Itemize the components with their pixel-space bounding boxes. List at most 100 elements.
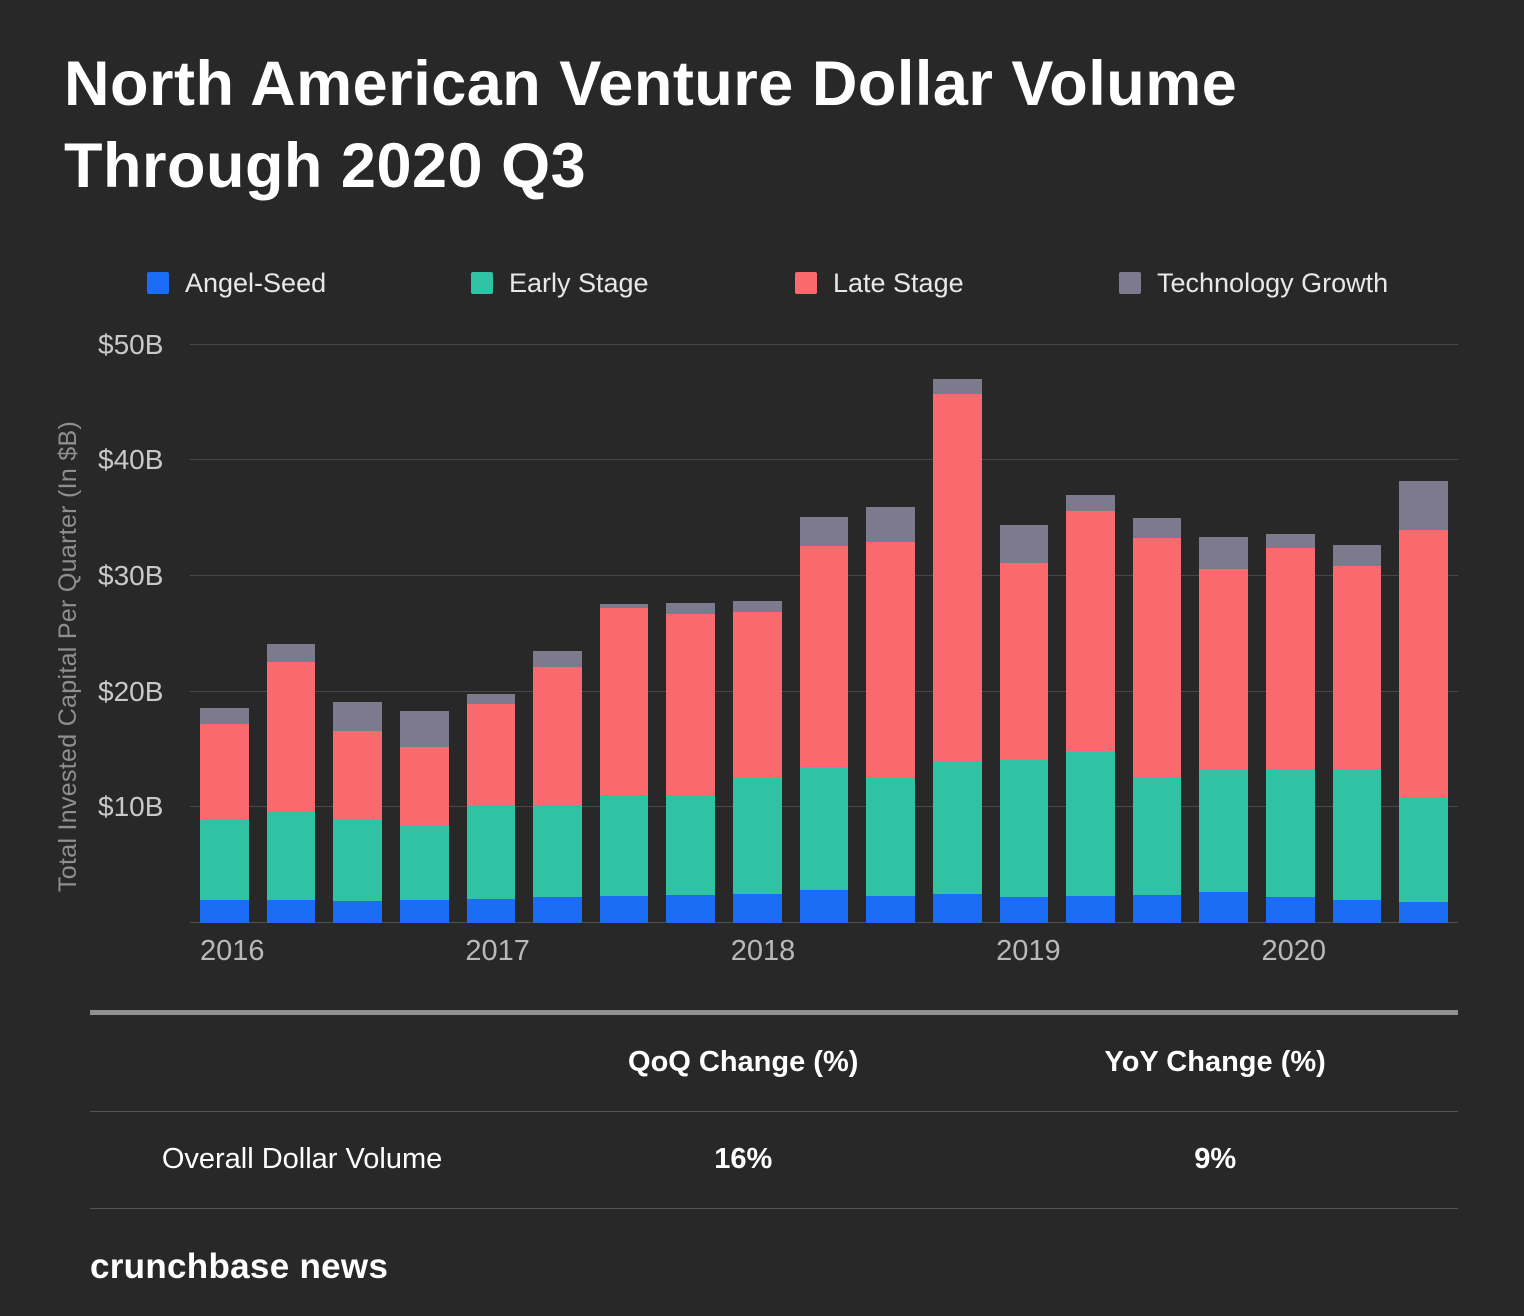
plot-area: $10B $20B $30B $40B $50B <box>98 329 1458 923</box>
bar-segment-late-stage <box>333 730 382 819</box>
bar-segment-technology-growth <box>599 603 649 609</box>
bar-segment-technology-growth <box>1266 534 1315 549</box>
bar-segment-early-stage <box>733 778 782 894</box>
bar-segment-late-stage <box>866 542 915 779</box>
x-axis-label-empty <box>548 935 591 968</box>
x-axis: 2016 2017 2018 2019 2020 <box>190 935 1458 968</box>
bar-segment-angel-seed <box>1399 901 1448 923</box>
bar-2016-q1 <box>200 707 249 923</box>
bar-2017-q4 <box>666 602 715 923</box>
bar-segment-technology-growth <box>466 693 516 705</box>
chart-title: North American Venture Dollar Volume Thr… <box>64 44 1460 208</box>
bar-segment-late-stage <box>1399 529 1448 798</box>
table-row: Overall Dollar Volume 16% 9% <box>90 1112 1458 1208</box>
bar-segment-angel-seed <box>932 893 982 923</box>
bar-2019-q2 <box>1066 495 1115 923</box>
table-bottom-divider <box>90 1207 1458 1209</box>
y-tick-label: $40B <box>98 444 164 476</box>
overall-dollar-volume-label: Overall Dollar Volume <box>161 1143 443 1176</box>
bar-2018-q1 <box>733 601 782 923</box>
table-divider <box>90 1110 1458 1112</box>
legend-item-technology-growth: Technology Growth <box>1119 268 1443 299</box>
bar-segment-early-stage <box>1199 769 1248 892</box>
bar-segment-angel-seed <box>1199 891 1248 923</box>
legend-swatch-icon <box>147 272 169 295</box>
bar-2017-q2 <box>533 651 582 923</box>
legend-item-late-stage: Late Stage <box>795 268 1119 299</box>
bar-segment-early-stage <box>533 804 582 898</box>
bar-segment-technology-growth <box>932 379 982 395</box>
bar-segment-technology-growth <box>1066 495 1115 512</box>
chart: Total Invested Capital Per Quarter (In $… <box>54 329 1458 968</box>
bar-2020-q3 <box>1399 481 1448 923</box>
legend-swatch-icon <box>1119 272 1141 295</box>
bar-segment-technology-growth <box>533 651 582 668</box>
bar-segment-technology-growth <box>1199 536 1248 570</box>
bar-2019-q3 <box>1132 518 1182 923</box>
y-tick-label: $50B <box>98 328 164 360</box>
bar-segment-early-stage <box>466 804 516 899</box>
bar-segment-angel-seed <box>599 896 649 923</box>
bar-segment-early-stage <box>399 824 449 900</box>
y-tick-label: $20B <box>98 675 164 707</box>
legend-label: Early Stage <box>509 267 649 298</box>
x-axis-label-empty <box>343 935 386 968</box>
bar-segment-late-stage <box>399 747 449 825</box>
qoq-change-header: QoQ Change (%) <box>628 1046 859 1079</box>
y-axis-title: Total Invested Capital Per Quarter (In $… <box>54 420 82 892</box>
bar-segment-technology-growth <box>266 644 316 662</box>
x-axis-label-empty <box>404 935 447 968</box>
bar-segment-technology-growth <box>666 602 715 615</box>
bar-segment-angel-seed <box>466 898 516 923</box>
bar-segment-early-stage <box>999 759 1049 898</box>
bar-segment-angel-seed <box>666 895 715 923</box>
qoq-change-value: 16% <box>714 1143 773 1176</box>
yoy-change-value: 9% <box>1194 1143 1237 1176</box>
x-axis-label-empty <box>1405 935 1448 968</box>
x-axis-label-empty <box>283 935 326 968</box>
bar-segment-late-stage <box>1132 537 1182 778</box>
table-top-divider <box>90 1009 1458 1015</box>
bar-segment-angel-seed <box>1266 897 1315 923</box>
legend-label: Late Stage <box>833 267 964 298</box>
legend-item-angel-seed: Angel-Seed <box>147 268 471 299</box>
bar-segment-late-stage <box>533 667 582 805</box>
bar-2017-q1 <box>466 693 516 923</box>
bar-segment-late-stage <box>733 611 782 779</box>
bar-segment-angel-seed <box>266 899 316 923</box>
bar-segment-angel-seed <box>1066 896 1115 923</box>
bar-segment-angel-seed <box>533 897 582 923</box>
legend-label: Technology Growth <box>1157 267 1389 298</box>
bar-segment-late-stage <box>266 661 316 812</box>
x-axis-label-empty <box>935 935 978 968</box>
x-axis-label-empty <box>1201 935 1244 968</box>
bar-segment-angel-seed <box>1332 899 1382 923</box>
page: North American Venture Dollar Volume Thr… <box>0 44 1524 1316</box>
x-axis-label-2017: 2017 <box>465 934 530 967</box>
x-axis-label-empty <box>609 935 652 968</box>
bar-2016-q4 <box>399 711 449 923</box>
bar-segment-technology-growth <box>1132 518 1182 538</box>
bar-2018-q3 <box>866 506 915 923</box>
bar-segment-technology-growth <box>866 506 915 543</box>
x-axis-label-empty <box>1140 935 1183 968</box>
bar-2018-q2 <box>799 517 849 923</box>
bar-segment-angel-seed <box>866 896 915 923</box>
bar-2019-q1 <box>999 525 1049 923</box>
bar-segment-technology-growth <box>200 707 249 724</box>
legend-swatch-icon <box>795 272 817 295</box>
bar-segment-early-stage <box>599 795 649 897</box>
bar-segment-early-stage <box>799 766 849 891</box>
bar-segment-early-stage <box>1066 750 1115 897</box>
gridline <box>190 343 1458 345</box>
x-axis-label-empty <box>1344 935 1387 968</box>
bar-segment-early-stage <box>666 795 715 896</box>
x-axis-label-2020: 2020 <box>1261 934 1327 967</box>
bar-segment-late-stage <box>466 704 516 805</box>
bar-segment-late-stage <box>999 563 1049 760</box>
bar-segment-early-stage <box>333 818 382 901</box>
bar-segment-early-stage <box>200 818 249 900</box>
bar-segment-technology-growth <box>333 702 382 731</box>
legend-item-early-stage: Early Stage <box>471 268 795 299</box>
bar-segment-early-stage <box>1132 777 1182 896</box>
